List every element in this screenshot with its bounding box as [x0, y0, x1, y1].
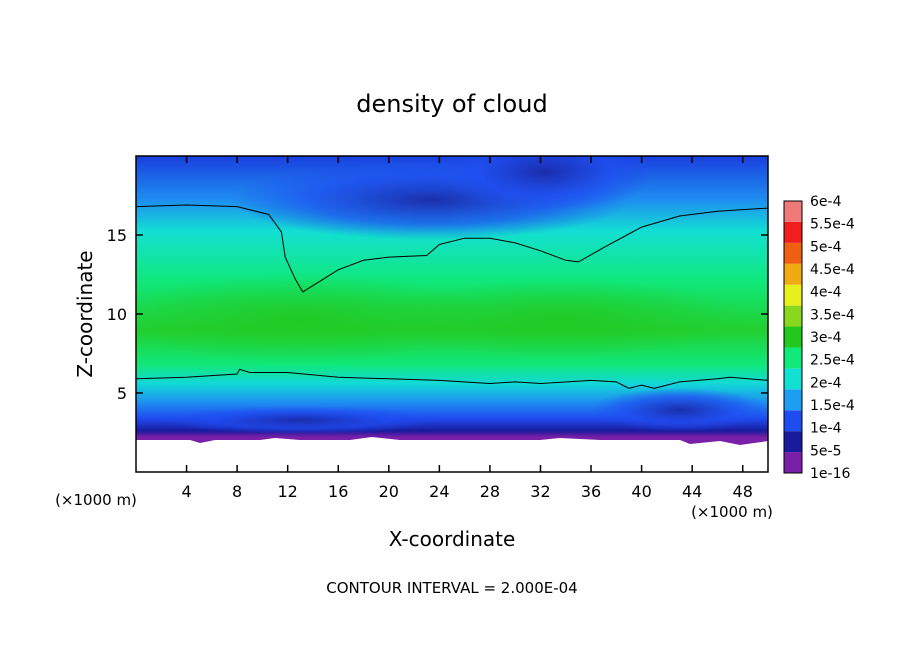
colorbar-swatch [784, 452, 802, 473]
contour-line-lower [135, 368, 769, 389]
y-tick-label: 5 [117, 384, 127, 403]
colorbar-swatch [784, 263, 802, 285]
x-unit-label: (×1000 m) [691, 503, 773, 521]
colorbar-swatch [784, 368, 802, 390]
colorbar-swatch [784, 431, 802, 453]
y-unit-label: (×1000 m) [55, 491, 137, 509]
field-dark-band [435, 156, 655, 212]
x-tick-label: 8 [232, 482, 242, 501]
colorbar-swatch [784, 410, 802, 432]
x-tick-label: 48 [733, 482, 753, 501]
colorbar-swatch [784, 389, 802, 411]
colorbar-label: 6e-4 [810, 194, 842, 210]
contour-lines [135, 204, 769, 389]
colorbar-swatch [784, 221, 802, 243]
colorbar: 1e-16 5e-5 1e-4 1.5e-4 2e-4 2.5e-4 3e-4 3.5e-4 4… [783, 194, 855, 482]
colorbar-swatch [784, 284, 802, 306]
colorbar-label: 5.5e-4 [810, 217, 855, 233]
colorbar-label: 4.5e-4 [810, 262, 855, 278]
y-axis-ticks: 5 10 15 [107, 226, 768, 403]
empty-region [136, 437, 768, 472]
x-tick-label: 40 [631, 482, 651, 501]
colorbar-label: 5e-4 [810, 239, 842, 255]
x-tick-label: 32 [530, 482, 550, 501]
x-tick-label: 28 [480, 482, 500, 501]
colorbar-label: 5e-5 [810, 443, 841, 459]
colorbar-swatch [784, 201, 802, 222]
field-dark-band [160, 406, 440, 434]
colorbar-swatch [784, 347, 802, 369]
x-tick-label: 24 [429, 482, 449, 501]
colorbar-label: 3.5e-4 [810, 307, 855, 323]
y-tick-label: 15 [107, 226, 127, 245]
contour-interval-note: CONTOUR INTERVAL = 2.000E-04 [326, 579, 577, 597]
colorbar-frame [783, 200, 803, 474]
colorbar-swatch [784, 305, 802, 327]
chart-title: density of cloud [356, 90, 547, 118]
contour-line-upper [135, 204, 769, 293]
colorbar-swatch [784, 242, 802, 264]
colorbar-swatch [784, 326, 802, 348]
field-green-core [370, 278, 750, 358]
x-tick-label: 12 [278, 482, 298, 501]
colorbar-label: 4e-4 [810, 285, 842, 301]
colorbar-label: 2.5e-4 [810, 353, 855, 369]
y-axis-label: Z-coordinate [73, 250, 97, 377]
colorbar-label: 1e-4 [810, 421, 842, 437]
y-tick-label: 10 [107, 305, 127, 324]
x-tick-label: 16 [328, 482, 348, 501]
x-tick-label: 44 [682, 482, 702, 501]
colorbar-label: 1e-16 [810, 466, 850, 482]
x-axis-ticks: 4 8 12 16 20 24 28 32 36 40 44 48 [181, 156, 753, 501]
x-tick-label: 4 [181, 482, 191, 501]
x-tick-label: 20 [379, 482, 399, 501]
colorbar-label: 2e-4 [810, 375, 842, 391]
contour-field [136, 156, 768, 472]
colorbar-label: 1.5e-4 [810, 398, 855, 414]
field-dark-band [590, 388, 768, 432]
colorbar-label: 3e-4 [810, 330, 842, 346]
x-tick-label: 36 [581, 482, 601, 501]
x-axis-label: X-coordinate [389, 527, 516, 551]
